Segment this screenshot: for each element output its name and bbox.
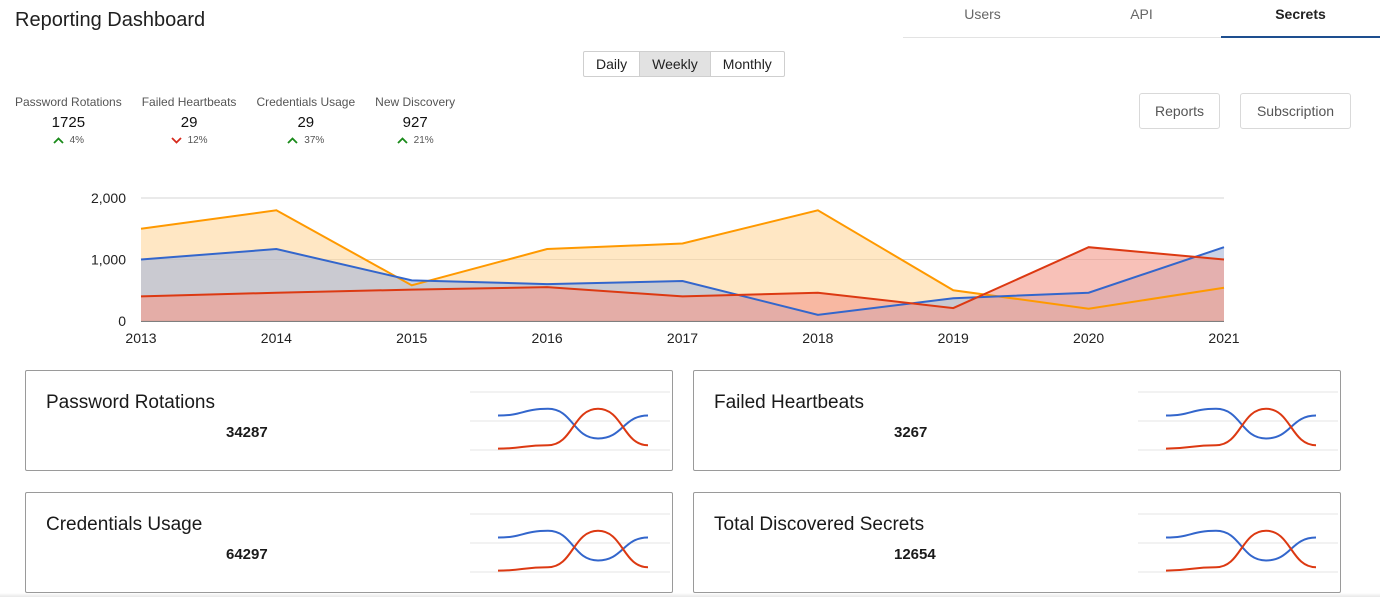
kpi-label: Password Rotations [15,95,122,109]
card-value: 3267 [894,424,928,441]
sparkline-series-1 [1165,407,1317,450]
kpi-change-value: 12% [187,135,208,146]
kpi-value: 29 [180,114,198,131]
card-title: Password Rotations [46,392,215,413]
summary-card-password-rotations[interactable]: Password Rotations 34287 [25,370,673,471]
sparkline-series-0 [1165,529,1317,562]
arrow-down-icon [170,137,182,144]
sparkline-series-0 [497,407,649,440]
summary-card-failed-heartbeats[interactable]: Failed Heartbeats 3267 [693,370,1341,471]
y-tick-label: 1,000 [91,252,126,268]
period-monthly-button[interactable]: Monthly [722,56,772,72]
card-value: 64297 [226,546,268,563]
x-tick-label: 2016 [532,330,563,346]
period-toggle: Daily Weekly Monthly [583,51,785,77]
summary-card-total-discovered-secrets[interactable]: Total Discovered Secrets 12654 [693,492,1341,593]
tab-users[interactable]: Users [964,6,1001,22]
card-title: Failed Heartbeats [714,392,864,413]
x-tick-label: 2019 [938,330,969,346]
arrow-up-icon [397,137,408,144]
period-daily-button[interactable]: Daily [584,52,641,76]
kpi-label: New Discovery [375,95,456,109]
page-title: Reporting Dashboard [15,9,206,31]
area-chart: 0 1,000 2,000 2013 2014 2015 2016 2017 2018 2019 2… [91,190,1240,346]
sparkline-chart [1138,391,1338,451]
kpi-change: 12% [142,135,237,146]
sparkline-series-1 [497,529,649,572]
card-title: Credentials Usage [46,514,203,535]
period-weekly-button[interactable]: Weekly [640,52,711,76]
x-tick-label: 2018 [802,330,833,346]
x-tick-label: 2014 [261,330,292,346]
sparkline-chart [470,513,670,573]
kpi-change: 21% [375,135,455,146]
kpi-change-value: 4% [69,135,85,146]
sparkline-series-0 [1165,407,1317,440]
card-value: 34287 [226,424,268,441]
kpi-password-rotations: Password Rotations 1725 4% [15,95,122,146]
card-value: 12654 [894,546,936,563]
y-tick-label: 2,000 [91,190,126,206]
bottom-edge-shadow [0,593,1380,597]
kpi-change-value: 21% [413,135,434,146]
kpi-change-value: 37% [304,135,325,146]
kpi-value: 1725 [51,114,86,131]
x-tick-label: 2020 [1073,330,1104,346]
kpi-value: 927 [402,114,428,131]
summary-card-credentials-usage[interactable]: Credentials Usage 64297 [25,492,673,593]
x-tick-label: 2013 [125,330,156,346]
x-tick-label: 2015 [396,330,427,346]
x-tick-label: 2017 [667,330,698,346]
kpi-failed-heartbeats: Failed Heartbeats 29 12% [142,95,237,146]
kpi-row: Password Rotations 1725 4% Failed Heartb… [15,95,475,146]
kpi-new-discovery: New Discovery 927 21% [375,95,455,146]
arrow-up-icon [287,137,298,144]
tab-bar: Users API Secrets [903,0,1380,38]
sparkline-chart [470,391,670,451]
y-tick-label: 0 [118,313,126,329]
kpi-label: Failed Heartbeats [141,95,237,109]
kpi-credentials-usage: Credentials Usage 29 37% [256,95,355,146]
reports-button[interactable]: Reports [1139,93,1220,129]
sparkline-series-1 [1165,529,1317,572]
series-area-2 [141,247,1224,321]
kpi-change: 37% [256,135,355,146]
arrow-up-icon [52,137,64,144]
subscription-button[interactable]: Subscription [1240,93,1351,129]
tab-secrets[interactable]: Secrets [1221,0,1380,38]
x-tick-label: 2021 [1208,330,1239,346]
kpi-label: Credentials Usage [256,95,356,109]
tab-api[interactable]: API [1130,6,1153,22]
kpi-change: 4% [15,135,122,146]
card-title: Total Discovered Secrets [714,514,925,535]
sparkline-series-0 [497,529,649,562]
sparkline-chart [1138,513,1338,573]
kpi-value: 29 [297,114,315,131]
sparkline-series-1 [497,407,649,450]
